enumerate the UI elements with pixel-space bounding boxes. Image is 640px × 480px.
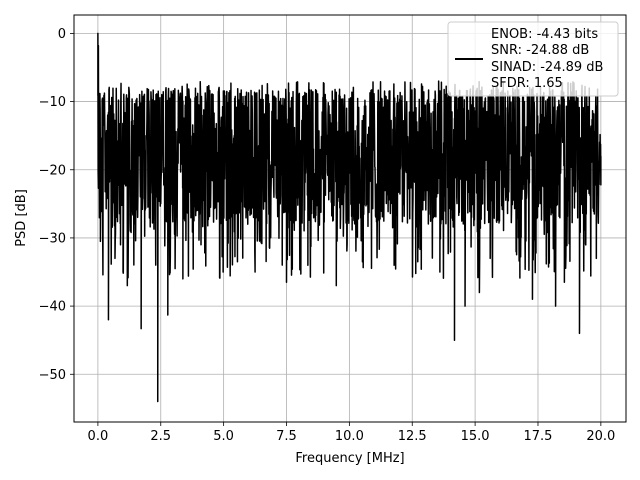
legend-entry-snr: SNR: -24.88 dB [491,43,589,58]
y-tick-label: −50 [39,368,66,383]
x-axis-label: Frequency [MHz] [295,451,404,466]
y-tick-label: −30 [39,231,66,246]
ticks: 0.0 2.5 5.0 7.5 10.0 12.5 15.0 17.5 20.0 0 −10 −20 −… [39,27,616,444]
legend: ENOB: -4.43 bits SNR: -24.88 dB SINAD: -… [447,21,619,97]
y-tick-label: −10 [39,95,66,110]
x-tick-label: 10.0 [335,429,364,444]
legend-entry-sfdr: SFDR: 1.65 [491,76,563,91]
x-tick-label: 20.0 [586,429,615,444]
axes-frame [73,14,627,423]
x-tick-label: 0.0 [88,429,109,444]
legend-entry-sinad: SINAD: -24.89 dB [491,60,603,75]
x-tick-label: 2.5 [150,429,171,444]
y-tick-label: 0 [58,27,66,42]
legend-entry-enob: ENOB: -4.43 bits [491,27,598,42]
x-tick-label: 12.5 [398,429,427,444]
legend-box [447,21,619,97]
y-tick-label: −20 [39,163,66,178]
x-tick-label: 15.0 [461,429,490,444]
y-axis-label: PSD [dB] [14,189,29,247]
x-tick-label: 5.0 [213,429,234,444]
x-tick-label: 17.5 [524,429,553,444]
x-tick-label: 7.5 [276,429,297,444]
y-tick-label: −40 [39,300,66,315]
